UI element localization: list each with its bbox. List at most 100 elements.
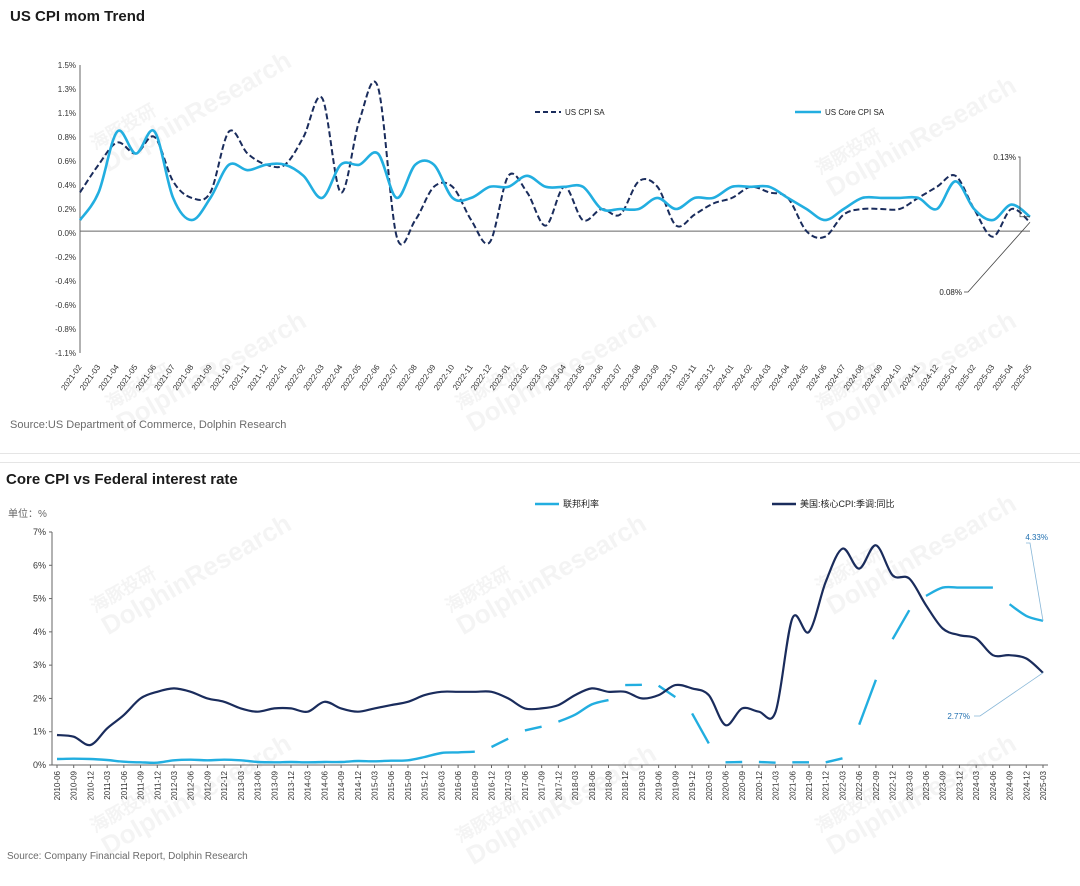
legend-label: US CPI SA — [565, 108, 605, 117]
x-tick-label: 2015-12 — [421, 770, 430, 800]
series-line — [659, 686, 676, 697]
watermark-text: DolphinResearch — [821, 70, 1021, 203]
x-tick-label: 2012-09 — [203, 770, 212, 800]
x-tick-label: 2024-03 — [972, 770, 981, 800]
x-tick-label: 2015-03 — [371, 770, 380, 800]
y-tick-label: -0.6% — [55, 301, 76, 310]
x-tick-label: 2017-03 — [504, 770, 513, 800]
x-tick-label: 2010-09 — [70, 770, 79, 800]
annotation-leader — [974, 673, 1043, 716]
x-tick-label: 2022-06 — [855, 770, 864, 800]
x-tick-label: 2014-12 — [354, 770, 363, 800]
x-tick-label: 2011-03 — [103, 770, 112, 799]
chart-source: Source:US Department of Commerce, Dolphi… — [10, 419, 286, 431]
series-line — [1010, 604, 1043, 621]
y-tick-label: 5% — [33, 594, 46, 604]
x-tick-label: 2016-12 — [488, 770, 497, 800]
x-tick-label: 2020-03 — [705, 770, 714, 800]
x-tick-label: 2013-03 — [237, 770, 246, 800]
y-tick-label: 4% — [33, 627, 46, 637]
x-tick-label: 2022-03 — [838, 770, 847, 800]
x-tick-label: 2021-03 — [772, 770, 781, 800]
x-tick-label: 2018-09 — [604, 770, 613, 800]
y-tick-label: 0.2% — [58, 205, 76, 214]
x-tick-label: 2013-12 — [287, 770, 296, 800]
x-tick-label: 2014-03 — [304, 770, 313, 800]
y-tick-label: 2% — [33, 693, 46, 703]
x-tick-label: 2012-03 — [170, 770, 179, 800]
x-tick-label: 2017-06 — [521, 770, 530, 800]
legend-label: 美国:核心CPI:季调:同比 — [800, 498, 895, 509]
x-tick-label: 2024-06 — [989, 770, 998, 800]
y-tick-label: 6% — [33, 560, 46, 570]
x-tick-label: 2017-12 — [554, 770, 563, 800]
x-tick-label: 2019-12 — [688, 770, 697, 800]
y-tick-label: -0.2% — [55, 253, 76, 262]
y-tick-label: 0.8% — [58, 133, 76, 142]
x-tick-label: 2015-09 — [404, 770, 413, 800]
x-tick-label: 2019-03 — [638, 770, 647, 800]
x-tick-label: 2022-12 — [889, 770, 898, 800]
x-tick-label: 2019-09 — [671, 770, 680, 800]
x-tick-label: 2020-06 — [721, 770, 730, 800]
x-tick-label: 2020-12 — [755, 770, 764, 800]
y-tick-label: 7% — [33, 527, 46, 537]
x-tick-label: 2021-09 — [805, 770, 814, 800]
x-tick-label: 2017-09 — [538, 770, 547, 800]
x-tick-label: 2018-12 — [621, 770, 630, 800]
annotation-label: 4.33% — [1025, 533, 1048, 542]
x-tick-label: 2021-06 — [788, 770, 797, 800]
x-tick-label: 2011-12 — [153, 770, 162, 799]
y-tick-label: 1.1% — [58, 109, 76, 118]
x-tick-label: 2022-09 — [872, 770, 881, 800]
y-tick-label: 0.0% — [58, 229, 76, 238]
y-tick-label: 1.3% — [58, 85, 76, 94]
annotation-label: 0.13% — [993, 153, 1016, 162]
annotation-leader — [1018, 157, 1030, 217]
x-tick-label: 2025-03 — [1039, 770, 1048, 800]
y-tick-label: 0.6% — [58, 157, 76, 166]
x-tick-label: 2018-03 — [571, 770, 580, 800]
series-line — [558, 700, 608, 722]
series-line — [859, 680, 876, 725]
x-tick-label: 2018-06 — [588, 770, 597, 800]
watermark-text: DolphinResearch — [451, 508, 651, 641]
series-line — [926, 587, 993, 596]
x-tick-label: 2020-09 — [738, 770, 747, 800]
x-tick-label: 2023-06 — [922, 770, 931, 800]
x-tick-label: 2010-06 — [53, 770, 62, 800]
x-tick-label: 2024-12 — [1022, 770, 1031, 800]
x-tick-label: 2019-06 — [655, 770, 664, 800]
x-tick-label: 2012-06 — [187, 770, 196, 800]
y-tick-label: 1% — [33, 727, 46, 737]
y-tick-label: 0.4% — [58, 181, 76, 190]
annotation-label: 0.08% — [939, 288, 962, 297]
series-line — [692, 713, 709, 743]
x-tick-label: 2016-09 — [471, 770, 480, 800]
y-tick-label: -0.8% — [55, 325, 76, 334]
legend-label: 联邦利率 — [563, 498, 599, 509]
x-tick-label: 2013-06 — [254, 770, 263, 800]
series-line — [759, 762, 776, 763]
watermark-text: DolphinResearch — [461, 738, 661, 871]
x-tick-label: 2013-09 — [270, 770, 279, 800]
y-tick-label: 3% — [33, 660, 46, 670]
x-tick-label: 2015-06 — [387, 770, 396, 800]
series-line — [492, 739, 509, 747]
core-cpi-vs-fed-rate-panel: Core CPI vs Federal interest rate 单位：% 海… — [0, 462, 1080, 886]
chart-source: Source: Company Financial Report, Dolphi… — [7, 851, 248, 862]
y-tick-label: 1.5% — [58, 61, 76, 70]
y-tick-label: 0% — [33, 760, 46, 770]
x-tick-label: 2014-09 — [337, 770, 346, 800]
x-tick-label: 2016-03 — [437, 770, 446, 800]
y-tick-label: -1.1% — [55, 349, 76, 358]
